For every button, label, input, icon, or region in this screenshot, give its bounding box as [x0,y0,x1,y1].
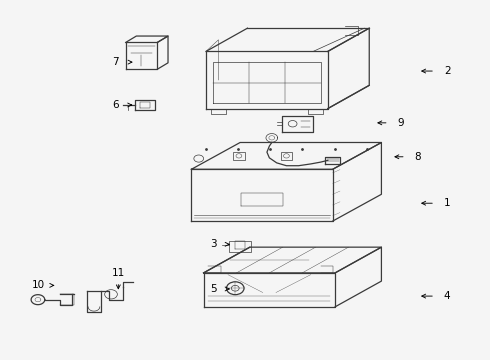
Text: 8: 8 [415,152,421,162]
Text: 5: 5 [210,284,217,294]
Text: 7: 7 [113,57,119,67]
Bar [281,152,292,160]
Text: 11: 11 [112,268,125,278]
Text: 9: 9 [397,118,404,128]
Text: 4: 4 [444,291,450,301]
Text: 1: 1 [444,198,450,208]
Text: 10: 10 [31,280,45,291]
Text: 6: 6 [113,100,119,110]
Text: 2: 2 [444,66,450,76]
Bar [233,152,245,160]
Bar [229,242,251,252]
Text: 3: 3 [210,239,217,249]
